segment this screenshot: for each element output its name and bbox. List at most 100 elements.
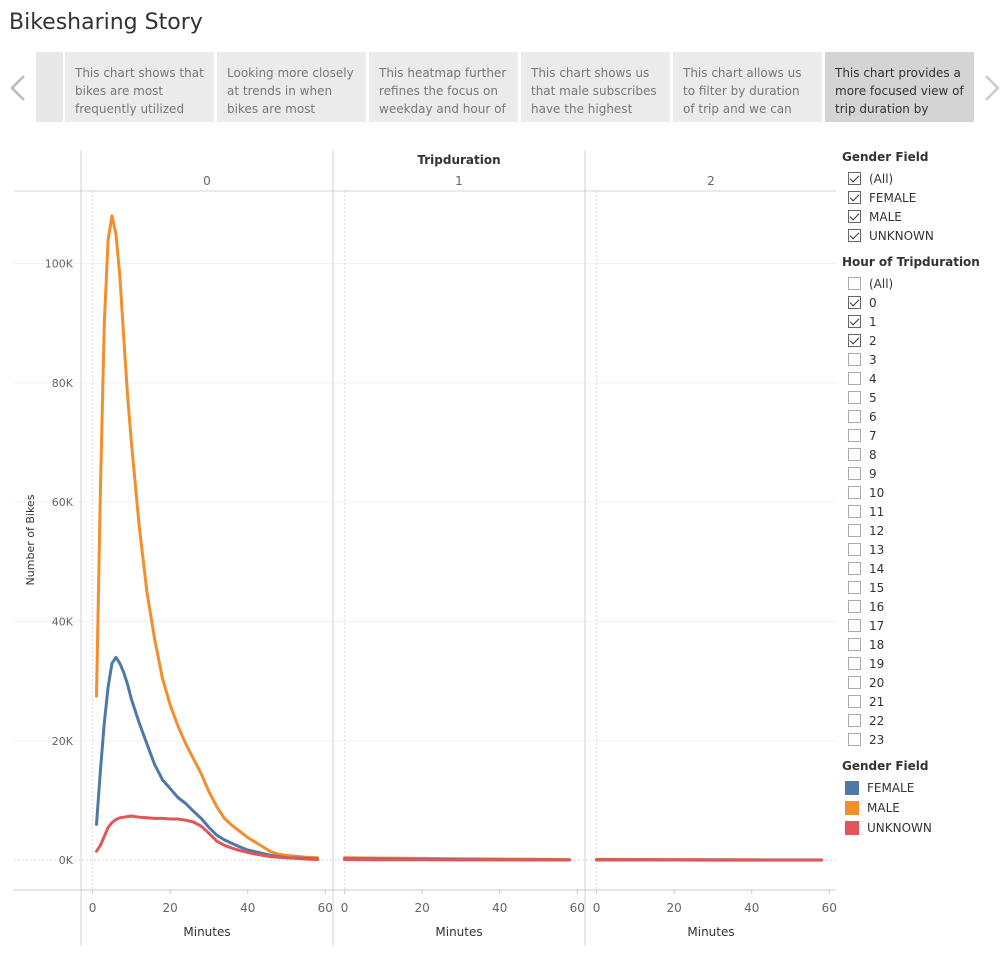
color-legend-item[interactable]: UNKNOWN bbox=[842, 818, 1002, 838]
story-point-text: This chart provides a more focused view … bbox=[835, 66, 964, 116]
filter-option[interactable]: 21 bbox=[842, 692, 1002, 711]
x-tick-label: 40 bbox=[492, 901, 507, 915]
filter-option-label: 17 bbox=[869, 618, 885, 633]
filter-option[interactable]: UNKNOWN bbox=[842, 226, 1002, 245]
checkbox-checked[interactable] bbox=[848, 172, 861, 185]
story-point-text: This chart shows that bikes are most fre… bbox=[75, 66, 204, 116]
series-line-unknown bbox=[95, 814, 319, 862]
checkbox-unchecked[interactable] bbox=[848, 733, 861, 746]
filter-option[interactable]: 2 bbox=[842, 331, 1002, 350]
checkbox-checked[interactable] bbox=[848, 210, 861, 223]
filter-option[interactable]: 20 bbox=[842, 673, 1002, 692]
filter-option[interactable]: 17 bbox=[842, 616, 1002, 635]
filter-option[interactable]: MALE bbox=[842, 207, 1002, 226]
filter-option[interactable]: 6 bbox=[842, 407, 1002, 426]
checkbox-unchecked[interactable] bbox=[848, 372, 861, 385]
checkbox-unchecked[interactable] bbox=[848, 410, 861, 423]
x-axis-label: Minutes bbox=[687, 925, 734, 939]
color-swatch bbox=[845, 801, 859, 815]
story-point-2[interactable]: Looking more closely at trends in when b… bbox=[217, 52, 366, 122]
y-tick-label: 40K bbox=[52, 616, 74, 629]
filter-option[interactable]: 3 bbox=[842, 350, 1002, 369]
checkbox-unchecked[interactable] bbox=[848, 714, 861, 727]
line-chart[interactable]: 0K 20K 40K 60K 80K 100K Tripduration Number of … bbox=[0, 140, 836, 952]
x-tick-label: 60 bbox=[318, 901, 333, 915]
filter-option[interactable]: 9 bbox=[842, 464, 1002, 483]
checkbox-unchecked[interactable] bbox=[848, 277, 861, 290]
filter-option-label: 23 bbox=[869, 732, 885, 747]
filter-option[interactable]: 23 bbox=[842, 730, 1002, 749]
filter-option[interactable]: 13 bbox=[842, 540, 1002, 559]
story-prev-button[interactable] bbox=[4, 68, 32, 108]
x-tick-label: 60 bbox=[570, 901, 585, 915]
checkbox-unchecked[interactable] bbox=[848, 581, 861, 594]
checkbox-unchecked[interactable] bbox=[848, 619, 861, 632]
filter-option-label: 19 bbox=[869, 656, 885, 671]
filter-option[interactable]: 22 bbox=[842, 711, 1002, 730]
filter-option[interactable]: (All) bbox=[842, 274, 1002, 293]
checkbox-unchecked[interactable] bbox=[848, 600, 861, 613]
filter-option-label: 4 bbox=[869, 371, 877, 386]
checkbox-unchecked[interactable] bbox=[848, 657, 861, 670]
checkbox-unchecked[interactable] bbox=[848, 429, 861, 442]
story-point-4[interactable]: This chart shows us that male subscribes… bbox=[521, 52, 670, 122]
color-legend-label: UNKNOWN bbox=[867, 821, 932, 835]
checkbox-unchecked[interactable] bbox=[848, 467, 861, 480]
story-point-6[interactable]: This chart provides a more focused view … bbox=[825, 52, 974, 122]
story-point-3[interactable]: This heatmap further refines the focus o… bbox=[369, 52, 518, 122]
checkbox-checked[interactable] bbox=[848, 334, 861, 347]
checkbox-unchecked[interactable] bbox=[848, 505, 861, 518]
checkbox-unchecked[interactable] bbox=[848, 486, 861, 499]
filter-option-label: 16 bbox=[869, 599, 885, 614]
filter-option[interactable]: 15 bbox=[842, 578, 1002, 597]
filter-option-label: 15 bbox=[869, 580, 885, 595]
panel-label: 1 bbox=[455, 174, 463, 188]
checkbox-unchecked[interactable] bbox=[848, 562, 861, 575]
filter-option-label: 8 bbox=[869, 447, 877, 462]
checkbox-unchecked[interactable] bbox=[848, 391, 861, 404]
color-legend-item[interactable]: MALE bbox=[842, 798, 1002, 818]
filter-option[interactable]: FEMALE bbox=[842, 188, 1002, 207]
filter-option[interactable]: 16 bbox=[842, 597, 1002, 616]
checkbox-unchecked[interactable] bbox=[848, 695, 861, 708]
filter-option[interactable]: 4 bbox=[842, 369, 1002, 388]
filter-option[interactable]: 5 bbox=[842, 388, 1002, 407]
filter-option[interactable]: 0 bbox=[842, 293, 1002, 312]
y-tick-label: 80K bbox=[52, 377, 74, 390]
story-point-5[interactable]: This chart allows us to filter by durati… bbox=[673, 52, 822, 122]
checkbox-unchecked[interactable] bbox=[848, 524, 861, 537]
color-swatch bbox=[845, 821, 859, 835]
filter-option[interactable]: (All) bbox=[842, 169, 1002, 188]
filter-option-label: (All) bbox=[869, 171, 894, 186]
checkbox-checked[interactable] bbox=[848, 296, 861, 309]
checkbox-checked[interactable] bbox=[848, 315, 861, 328]
filter-option[interactable]: 7 bbox=[842, 426, 1002, 445]
filter-option[interactable]: 18 bbox=[842, 635, 1002, 654]
checkbox-unchecked[interactable] bbox=[848, 676, 861, 689]
color-legend-item[interactable]: FEMALE bbox=[842, 778, 1002, 798]
filter-option-label: UNKNOWN bbox=[869, 228, 934, 243]
checkbox-checked[interactable] bbox=[848, 229, 861, 242]
checkbox-checked[interactable] bbox=[848, 191, 861, 204]
checkbox-unchecked[interactable] bbox=[848, 353, 861, 366]
filter-option[interactable]: 10 bbox=[842, 483, 1002, 502]
filter-option[interactable]: 1 bbox=[842, 312, 1002, 331]
story-point-text: This chart allows us to filter by durati… bbox=[683, 66, 802, 116]
checkbox-unchecked[interactable] bbox=[848, 638, 861, 651]
legend-panel: Gender Field (All) FEMALE MALE UNKNOWN Hour… bbox=[842, 150, 1002, 838]
filter-option-label: 18 bbox=[869, 637, 885, 652]
checkbox-unchecked[interactable] bbox=[848, 543, 861, 556]
gender-filter-list: (All) FEMALE MALE UNKNOWN bbox=[842, 169, 1002, 245]
filter-option[interactable]: 11 bbox=[842, 502, 1002, 521]
story-point-1[interactable]: This chart shows that bikes are most fre… bbox=[65, 52, 214, 122]
filter-option[interactable]: 19 bbox=[842, 654, 1002, 673]
filter-option-label: (All) bbox=[869, 276, 894, 291]
filter-option-label: 13 bbox=[869, 542, 885, 557]
story-next-button[interactable] bbox=[978, 68, 1004, 108]
filter-option[interactable]: 14 bbox=[842, 559, 1002, 578]
checkbox-unchecked[interactable] bbox=[848, 448, 861, 461]
filter-option[interactable]: 12 bbox=[842, 521, 1002, 540]
facet-header-title: Tripduration bbox=[417, 153, 500, 167]
filter-option[interactable]: 8 bbox=[842, 445, 1002, 464]
filter-option-label: MALE bbox=[869, 209, 902, 224]
